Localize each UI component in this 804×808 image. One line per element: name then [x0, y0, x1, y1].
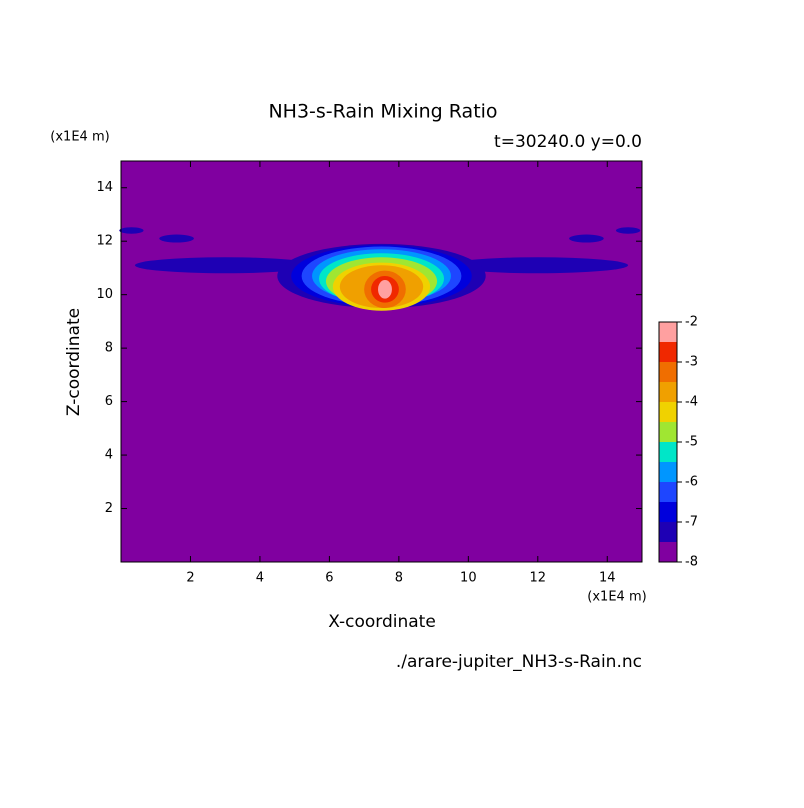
colorbar-tick-label: -2: [685, 315, 698, 330]
y-label: Z-coordinate: [64, 308, 84, 416]
colorbar-tick-label: -7: [685, 515, 698, 530]
x-label: X-coordinate: [328, 612, 436, 632]
plot-frame: [120, 160, 643, 563]
y-tick-label: 6: [105, 394, 113, 409]
chart-title: NH3-s-Rain Mixing Ratio: [268, 101, 497, 123]
footer: ./arare-jupiter_NH3-s-Rain.nc: [396, 652, 642, 672]
contour-region: [378, 279, 392, 299]
colorbar-bin: [659, 542, 677, 562]
colorbar-tick-label: -4: [685, 395, 698, 410]
colorbar-bin: [659, 402, 677, 422]
x-unit: (x1E4 m): [587, 590, 646, 605]
colorbar-bin: [659, 342, 677, 362]
contour-region: [159, 234, 194, 243]
x-tick-label: 6: [325, 571, 333, 586]
colorbar-bin: [659, 382, 677, 402]
colorbar-bin: [659, 522, 677, 542]
x-tick-label: 2: [186, 571, 194, 586]
y-unit: (x1E4 m): [50, 130, 109, 145]
colorbar-bin: [659, 502, 677, 522]
colorbar-bin: [659, 422, 677, 442]
contour-region: [447, 257, 629, 274]
y-tick-label: 10: [96, 287, 113, 302]
background-field: [121, 161, 642, 562]
x-tick-label: 8: [395, 571, 403, 586]
chart-subtitle: t=30240.0 y=0.0: [494, 132, 642, 152]
contour-region: [569, 234, 604, 243]
colorbar-tick-label: -6: [685, 475, 698, 490]
x-tick-label: 10: [460, 571, 477, 586]
x-tick-label: 14: [599, 571, 616, 586]
colorbar-tick-label: -8: [685, 555, 698, 570]
colorbar-tick-label: -3: [685, 355, 698, 370]
colorbar-bin: [659, 442, 677, 462]
contour-region: [615, 227, 641, 234]
colorbar-tick-label: -5: [685, 435, 698, 450]
contour-region: [119, 227, 144, 234]
y-tick-label: 8: [105, 341, 113, 356]
colorbar-bin: [659, 322, 677, 342]
colorbar-bin: [659, 462, 677, 482]
x-tick-label: 4: [256, 571, 264, 586]
colorbar-bin: [659, 482, 677, 502]
y-tick-label: 12: [96, 234, 113, 249]
x-tick-label: 12: [530, 571, 547, 586]
y-tick-label: 4: [105, 448, 113, 463]
contour-region: [134, 257, 316, 274]
colorbar-bin: [659, 362, 677, 382]
y-tick-label: 2: [105, 501, 113, 516]
y-tick-label: 14: [96, 180, 113, 195]
